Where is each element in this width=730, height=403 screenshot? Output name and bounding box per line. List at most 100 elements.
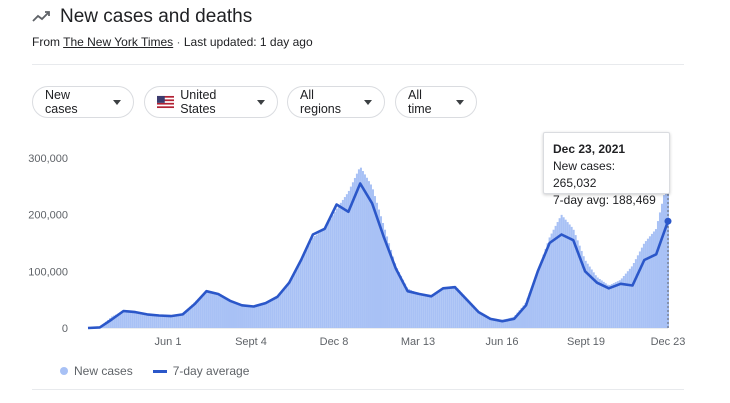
- case-bar: [285, 285, 288, 328]
- case-bar: [359, 167, 362, 328]
- case-bar: [327, 221, 330, 328]
- case-bar: [520, 307, 523, 328]
- case-bar: [141, 313, 144, 328]
- case-bar: [626, 271, 629, 328]
- case-bar: [498, 319, 501, 328]
- case-bar: [307, 245, 310, 328]
- case-bar: [129, 311, 132, 328]
- case-bar: [371, 189, 374, 328]
- country-dropdown[interactable]: United States: [144, 86, 278, 118]
- case-bar: [550, 233, 553, 328]
- case-bar: [375, 202, 378, 328]
- case-bar: [616, 281, 619, 328]
- case-bar: [522, 305, 525, 328]
- case-bar: [117, 313, 120, 328]
- case-bar: [281, 290, 284, 328]
- case-bar: [167, 315, 170, 328]
- case-bar: [644, 241, 647, 328]
- header: New cases and deaths: [32, 6, 252, 28]
- case-bar: [331, 215, 334, 328]
- region-dropdown[interactable]: All regions: [287, 86, 385, 118]
- case-bar: [432, 294, 435, 328]
- case-bar: [291, 276, 294, 328]
- case-bar: [574, 235, 577, 328]
- case-bar: [604, 283, 607, 328]
- metric-dropdown[interactable]: New cases: [32, 86, 134, 118]
- case-bar: [408, 289, 411, 328]
- case-bar: [197, 298, 200, 328]
- case-bar: [151, 314, 154, 328]
- source-link[interactable]: The New York Times: [63, 35, 174, 49]
- case-bar: [373, 196, 376, 328]
- case-bar: [185, 310, 188, 328]
- case-bar: [476, 309, 479, 328]
- chevron-down-icon: [113, 99, 121, 105]
- case-bar: [337, 205, 340, 328]
- case-bar: [355, 173, 358, 328]
- case-bar: [566, 222, 569, 328]
- case-bar: [271, 299, 274, 328]
- case-bar: [418, 293, 421, 328]
- cases-chart[interactable]: 0 100,000 200,000 300,000 Jun 1 Sept 4 Dec 8 Ma…: [0, 140, 730, 360]
- legend-bars-label: New cases: [74, 364, 133, 378]
- case-bar: [253, 306, 256, 328]
- case-bar: [620, 278, 623, 328]
- case-bar: [662, 195, 665, 328]
- case-bar: [293, 272, 296, 328]
- case-bar: [594, 275, 597, 328]
- x-tick-label: Mar 13: [401, 336, 435, 348]
- divider-bottom: [32, 389, 684, 390]
- case-bar: [227, 298, 230, 328]
- case-bar: [650, 233, 653, 328]
- case-bar: [664, 186, 667, 328]
- case-bar: [588, 266, 591, 328]
- case-bar: [480, 312, 483, 328]
- chart-tooltip: Dec 23, 2021 New cases: 265,032 7-day av…: [543, 132, 670, 207]
- time-range-dropdown[interactable]: All time: [395, 86, 477, 118]
- source-prefix: From: [32, 35, 60, 49]
- x-tick-label: Sept 19: [567, 336, 605, 348]
- case-bar: [231, 300, 234, 328]
- case-bar: [496, 319, 499, 328]
- x-tick-label: Sept 4: [235, 336, 267, 348]
- chevron-down-icon: [456, 99, 464, 105]
- case-bar: [219, 294, 222, 328]
- case-bar: [426, 294, 429, 328]
- case-bar: [656, 221, 659, 328]
- case-bar: [341, 199, 344, 328]
- case-bar: [149, 314, 152, 328]
- case-bar: [542, 254, 545, 328]
- case-bar: [233, 301, 236, 328]
- case-bar: [494, 318, 497, 328]
- divider-top: [32, 64, 684, 65]
- case-bar: [105, 321, 108, 328]
- case-bar: [416, 292, 419, 328]
- case-bar: [412, 290, 415, 328]
- case-bar: [506, 318, 509, 328]
- case-bar: [241, 305, 244, 328]
- case-bar: [640, 247, 643, 328]
- us-flag-icon: [157, 95, 175, 109]
- case-bar: [614, 282, 617, 328]
- case-bar: [183, 312, 186, 328]
- case-bar: [305, 249, 308, 328]
- case-bar: [450, 286, 453, 328]
- case-bar: [524, 303, 527, 328]
- case-bar: [596, 277, 599, 328]
- case-bar: [321, 230, 324, 328]
- case-bar: [618, 280, 621, 328]
- case-bar: [514, 315, 517, 328]
- case-bar: [195, 300, 198, 328]
- case-bar: [646, 238, 649, 328]
- case-bar: [486, 316, 489, 328]
- case-bar: [652, 231, 655, 328]
- case-bar: [303, 252, 306, 328]
- case-bar: [448, 286, 451, 328]
- case-bar: [510, 317, 513, 328]
- case-bar: [582, 256, 585, 328]
- case-bar: [534, 277, 537, 328]
- case-bar: [335, 208, 338, 328]
- case-bar: [396, 268, 399, 328]
- case-bar: [392, 256, 395, 328]
- case-bar: [468, 301, 471, 328]
